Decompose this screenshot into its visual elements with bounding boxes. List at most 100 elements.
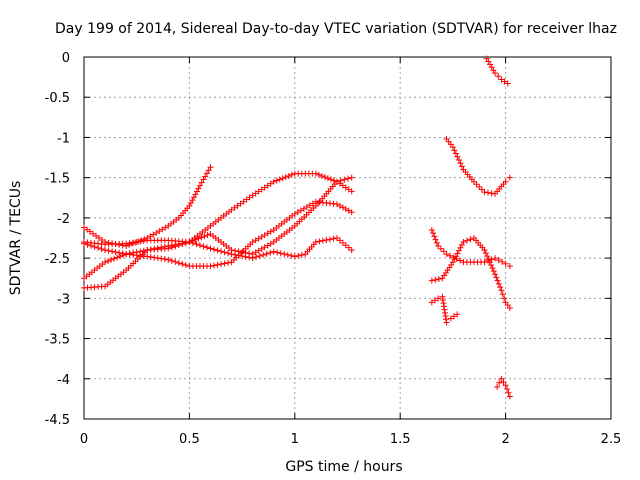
data-point bbox=[156, 228, 163, 235]
data-point bbox=[258, 186, 265, 193]
data-point bbox=[497, 284, 504, 291]
data-point bbox=[150, 231, 157, 238]
series-arc-b bbox=[81, 170, 355, 282]
x-axis-label: GPS time / hours bbox=[285, 459, 402, 475]
data-point bbox=[221, 260, 228, 267]
data-point bbox=[485, 189, 492, 196]
data-point bbox=[147, 233, 154, 240]
series-arc-f bbox=[483, 55, 511, 87]
data-point bbox=[294, 209, 301, 216]
data-point bbox=[470, 178, 477, 185]
data-point bbox=[193, 188, 200, 195]
data-point bbox=[501, 295, 508, 302]
data-point bbox=[312, 170, 319, 177]
data-point bbox=[333, 178, 340, 185]
data-point bbox=[264, 242, 271, 249]
data-point bbox=[437, 245, 444, 252]
grid-lines bbox=[84, 57, 611, 419]
data-point bbox=[482, 250, 489, 257]
data-point bbox=[147, 254, 154, 261]
data-points bbox=[81, 55, 513, 400]
data-point bbox=[147, 246, 154, 253]
data-point bbox=[192, 236, 199, 243]
data-point bbox=[81, 224, 87, 231]
data-point bbox=[467, 236, 474, 243]
data-point bbox=[428, 277, 435, 284]
y-tick-label: -1.5 bbox=[45, 172, 70, 187]
data-point bbox=[505, 389, 512, 396]
data-point bbox=[281, 251, 288, 258]
data-point bbox=[326, 236, 333, 243]
data-point bbox=[263, 250, 270, 257]
data-point bbox=[192, 191, 199, 198]
series-arc-c bbox=[81, 235, 355, 262]
data-point bbox=[130, 239, 137, 246]
data-point bbox=[267, 240, 274, 247]
data-point bbox=[348, 174, 355, 181]
data-point bbox=[428, 226, 435, 233]
data-point bbox=[96, 234, 103, 241]
data-point bbox=[91, 243, 98, 250]
data-point bbox=[221, 249, 228, 256]
data-point bbox=[112, 249, 119, 256]
data-point bbox=[451, 147, 458, 154]
data-point bbox=[190, 194, 197, 201]
data-point bbox=[506, 304, 513, 311]
data-point bbox=[291, 210, 298, 217]
data-point bbox=[498, 287, 505, 294]
data-point bbox=[196, 242, 203, 249]
data-point bbox=[506, 263, 513, 270]
data-point bbox=[285, 172, 292, 179]
series-arc-h bbox=[428, 226, 513, 270]
y-tick-label: -0.5 bbox=[45, 91, 70, 106]
data-point bbox=[315, 171, 322, 178]
data-point bbox=[279, 175, 286, 182]
data-point bbox=[246, 194, 253, 201]
data-point bbox=[442, 313, 449, 320]
data-point bbox=[486, 259, 493, 266]
data-point bbox=[327, 176, 334, 183]
data-point bbox=[253, 254, 260, 261]
data-point bbox=[252, 237, 259, 244]
data-point bbox=[117, 253, 124, 260]
data-point bbox=[440, 300, 447, 307]
y-axis-ticks: 0 -0.5 -1 -1.5 -2 -2.5 -3 -3.5 -4 -4.5 bbox=[45, 51, 611, 428]
data-point bbox=[218, 261, 225, 268]
x-tick-label: 0.5 bbox=[179, 432, 200, 447]
data-point bbox=[348, 247, 355, 254]
data-point bbox=[481, 247, 488, 254]
data-point bbox=[330, 235, 337, 242]
x-tick-label: 2.5 bbox=[601, 432, 622, 447]
data-point bbox=[237, 200, 244, 207]
data-point bbox=[198, 179, 205, 186]
data-point bbox=[485, 256, 492, 263]
data-point bbox=[298, 251, 305, 258]
data-point bbox=[90, 230, 97, 237]
data-point bbox=[502, 260, 509, 267]
data-point bbox=[137, 238, 144, 245]
data-point bbox=[428, 299, 435, 306]
data-point bbox=[84, 241, 91, 248]
series-arc-g bbox=[443, 136, 513, 197]
data-point bbox=[119, 250, 126, 257]
data-point bbox=[267, 180, 274, 187]
data-point bbox=[159, 226, 166, 233]
data-point bbox=[288, 252, 295, 259]
data-point bbox=[98, 245, 105, 252]
data-point bbox=[488, 262, 495, 269]
data-point bbox=[161, 243, 168, 250]
data-point bbox=[116, 249, 123, 256]
data-point bbox=[488, 190, 495, 197]
data-point bbox=[105, 247, 112, 254]
series-arc-e bbox=[81, 198, 355, 270]
data-point bbox=[252, 249, 259, 256]
data-point bbox=[193, 241, 200, 248]
data-point bbox=[172, 258, 179, 265]
data-point bbox=[431, 297, 438, 304]
data-point bbox=[198, 234, 205, 241]
data-point bbox=[255, 247, 262, 254]
y-tick-label: 0 bbox=[62, 51, 70, 66]
data-point bbox=[109, 248, 116, 255]
data-point bbox=[443, 316, 450, 323]
